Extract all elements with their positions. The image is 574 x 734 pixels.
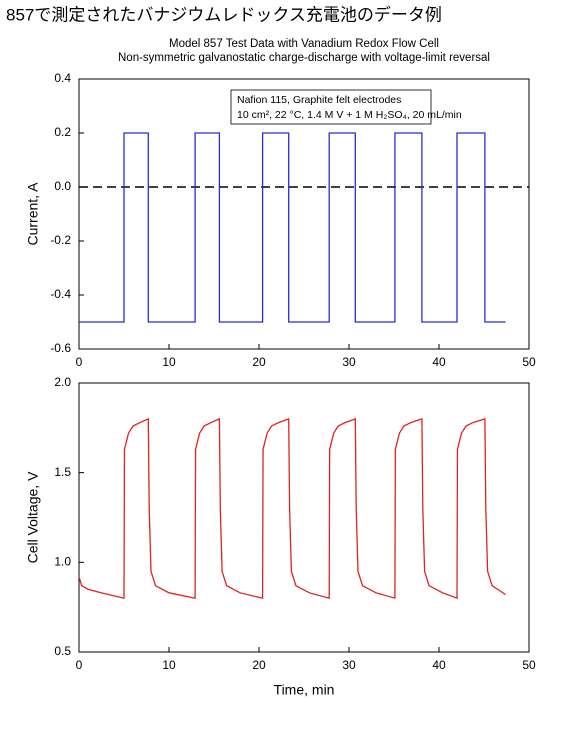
y-axis-label: Current, A [25,182,41,246]
y-tick-label: 0.2 [54,125,71,139]
x-tick-label: 0 [76,355,83,369]
data-line [78,417,506,600]
x-tick-label: 10 [162,658,176,672]
x-tick-label: 50 [522,355,536,369]
x-tick-label: 30 [342,355,356,369]
y-tick-label: 0.0 [54,179,71,193]
x-tick-label: 50 [522,658,536,672]
annotation-text: Nafion 115, Graphite felt electrodes [237,94,401,106]
x-tick-label: 30 [342,658,356,672]
y-tick-label: 0.4 [54,71,71,85]
page-title: 857で測定されたバナジウムレドックス充電池のデータ例 [6,4,442,24]
y-tick-label: -0.4 [50,287,71,301]
chart-subtitle: Non-symmetric galvanostatic charge-disch… [118,52,490,64]
x-tick-label: 10 [162,355,176,369]
y-tick-label: 0.5 [54,644,71,658]
x-tick-label: 40 [432,355,446,369]
x-tick-label: 20 [252,355,266,369]
y-tick-label: 1.0 [54,555,71,569]
y-tick-label: -0.6 [50,341,71,355]
annotation-text: 10 cm², 22 °C, 1.4 M V + 1 M H₂SO₄, 20 m… [237,109,462,121]
x-tick-label: 0 [76,658,83,672]
x-tick-label: 20 [252,658,266,672]
x-axis-label: Time, min [274,682,335,698]
y-tick-label: 2.0 [54,375,71,389]
y-tick-label: -0.2 [50,233,71,247]
x-tick-label: 40 [432,658,446,672]
y-tick-label: 1.5 [54,465,71,479]
data-line [79,132,506,323]
y-axis-label: Cell Voltage, V [25,471,41,563]
plot-frame [78,382,530,653]
annotation-box [230,89,432,125]
chart-title: Model 857 Test Data with Vanadium Redox … [169,38,439,50]
plot-frame [78,78,530,350]
